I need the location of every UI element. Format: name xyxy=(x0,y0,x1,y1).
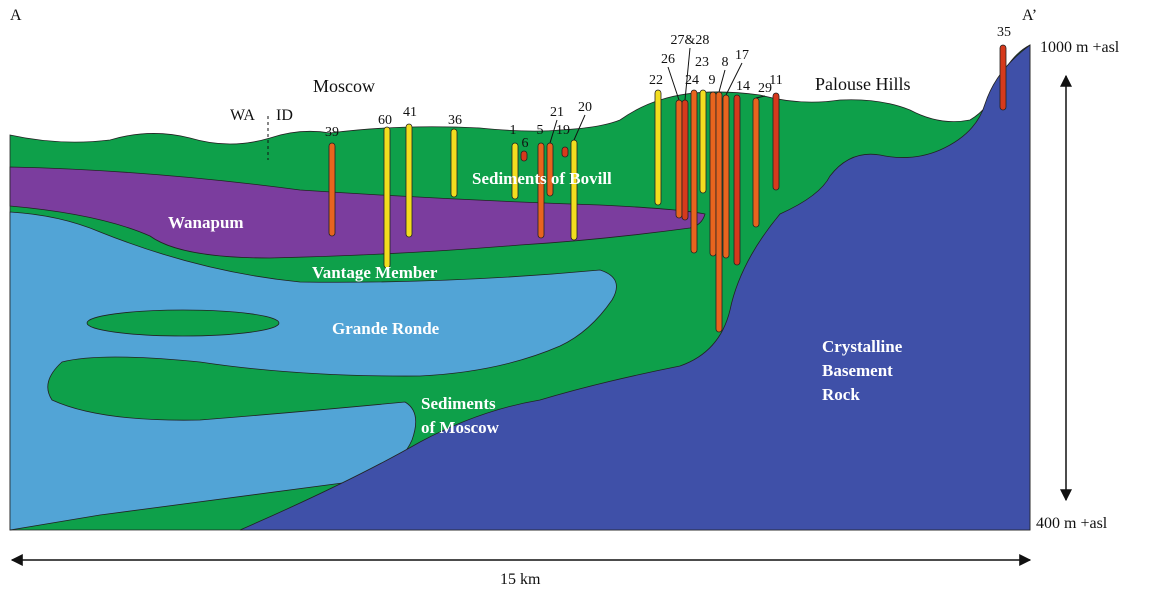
well xyxy=(676,100,682,218)
well xyxy=(562,147,568,157)
unit-label: Crystalline xyxy=(822,337,903,356)
leader-line xyxy=(719,70,725,92)
unit-label: Rock xyxy=(822,385,860,404)
well xyxy=(691,90,697,253)
well-label: 39 xyxy=(325,125,339,140)
scale-label: 400 m +asl xyxy=(1036,515,1108,532)
well-label: 5 xyxy=(537,123,544,138)
well-label: 22 xyxy=(649,73,663,88)
unit-label: Basement xyxy=(822,361,893,380)
well-label: 36 xyxy=(448,113,462,128)
well xyxy=(655,90,661,205)
section-end: A’ xyxy=(1022,7,1037,24)
cross-section: 39604136165211920222627&2824239817142911… xyxy=(0,0,1150,590)
well xyxy=(682,100,688,220)
well xyxy=(329,143,335,236)
well xyxy=(571,140,577,240)
unit-label: Wanapum xyxy=(168,213,244,232)
well xyxy=(521,151,527,161)
scale-label: 1000 m +asl xyxy=(1040,39,1120,56)
well-label: 23 xyxy=(695,55,709,70)
well-label: 6 xyxy=(522,136,529,151)
well-label: 41 xyxy=(403,105,417,120)
well-label: 14 xyxy=(736,79,750,94)
well xyxy=(773,93,779,190)
unit-label: Sediments of Bovill xyxy=(472,169,612,188)
well-label: 9 xyxy=(709,73,716,88)
place-label: Moscow xyxy=(313,76,375,96)
state-label: ID xyxy=(276,107,293,124)
well xyxy=(406,124,412,237)
sediment-lens xyxy=(87,310,279,336)
well xyxy=(710,92,716,256)
unit-label: Sediments xyxy=(421,394,496,413)
well-label: 35 xyxy=(997,25,1011,40)
well-label: 21 xyxy=(550,105,564,120)
well xyxy=(384,127,390,268)
well xyxy=(451,129,457,197)
state-label: WA xyxy=(230,107,255,124)
well-label: 26 xyxy=(661,52,675,67)
unit-label: of Moscow xyxy=(421,418,500,437)
well xyxy=(1000,45,1006,110)
unit-label: Vantage Member xyxy=(312,263,438,282)
well-label: 17 xyxy=(735,48,749,63)
well-label: 60 xyxy=(378,113,392,128)
place-label: Palouse Hills xyxy=(815,74,911,94)
unit-label: Grande Ronde xyxy=(332,319,440,338)
well-label: 24 xyxy=(685,73,699,88)
well-label: 1 xyxy=(510,123,517,138)
well xyxy=(538,143,544,238)
well xyxy=(723,95,729,258)
scale-label: 15 km xyxy=(500,571,541,588)
well xyxy=(753,98,759,227)
section-end: A xyxy=(10,7,22,24)
well xyxy=(734,95,740,265)
well-label: 19 xyxy=(556,123,570,138)
well-label: 8 xyxy=(722,55,729,70)
well xyxy=(700,90,706,193)
leader-line xyxy=(668,67,679,100)
well xyxy=(716,92,722,332)
well-label: 20 xyxy=(578,100,592,115)
well-label: 27&28 xyxy=(671,33,710,48)
well-label: 11 xyxy=(769,73,782,88)
